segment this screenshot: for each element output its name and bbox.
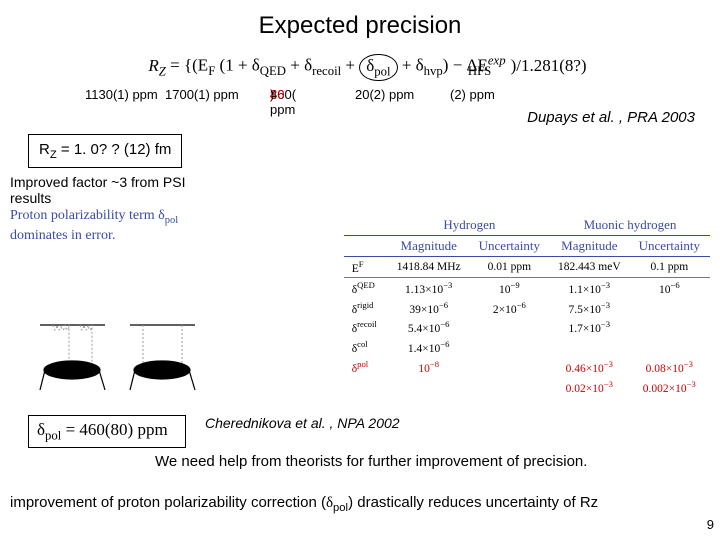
- bt2-sub: pol: [333, 502, 348, 514]
- eq-t3: + δ: [286, 56, 312, 75]
- bottom-text-1: We need help from theorists for further …: [155, 453, 690, 470]
- citation-cherednikova: Cherednikova et al. , NPA 2002: [205, 415, 425, 431]
- eq-t4: +: [341, 56, 359, 75]
- eq-s2: QED: [260, 64, 286, 78]
- main-equation: RZ = {(EF (1 + δQED + δrecoil + δpol + δ…: [15, 53, 720, 81]
- citation-dupays: Dupays et al. , PRA 2003: [0, 109, 695, 126]
- bt2-sym: δ: [326, 495, 333, 511]
- rz-sym: R: [39, 141, 50, 158]
- eq-t2: (1 + δ: [215, 56, 260, 75]
- annot-2: 1700(1) ppm: [165, 87, 239, 102]
- bt2b: ) drastically reduces uncertainty of Rz: [348, 494, 598, 511]
- delta-pol-box: δpol = 460(80) ppm: [28, 415, 186, 448]
- oval-highlight: δpol: [359, 54, 397, 81]
- rz-rest: = 1. 0? ? (12) fm: [57, 141, 172, 158]
- annot-4: 20(2) ppm: [355, 87, 414, 102]
- eq-s5: hvp: [424, 64, 443, 78]
- eq-t5: + δ: [398, 56, 424, 75]
- eq-sub6: HFS: [468, 64, 491, 79]
- annot-3b: ) ppm: [270, 87, 295, 117]
- blue1-sub: pol: [165, 215, 178, 226]
- rz-sub: Z: [50, 149, 57, 161]
- page-title: Expected precision: [0, 0, 720, 48]
- bt2a: improvement of proton polarizability cor…: [10, 494, 326, 511]
- eq-t7: )/1.281(8?): [511, 56, 587, 75]
- feynman-diagrams: [35, 310, 205, 410]
- annotation-row: 1130(1) ppm 1700(1) ppm 460(80) ppm 20(2…: [85, 87, 720, 107]
- eq-t1: = {(E: [166, 56, 208, 75]
- rz-result-box: RZ = 1. 0? ? (12) fm: [28, 134, 182, 168]
- improved-factor-text: Improved factor ~3 from PSI results: [10, 174, 220, 206]
- eq-lhs-sub: Z: [159, 64, 166, 78]
- delta-sub: pol: [45, 428, 61, 442]
- annot-5: (2) ppm: [450, 87, 495, 102]
- delta-sym: δ: [37, 420, 45, 439]
- eq-s3: recoil: [312, 64, 341, 78]
- page-number: 9: [707, 517, 714, 532]
- delta-rest: = 460(80) ppm: [61, 420, 167, 439]
- bottom-text-2: improvement of proton polarizability cor…: [10, 494, 690, 514]
- annot-1: 1130(1) ppm: [85, 87, 158, 102]
- blue1-text: Proton polarizability term δ: [10, 208, 165, 223]
- oval-sub: pol: [374, 64, 390, 78]
- eq-lhs: R: [148, 56, 158, 75]
- precision-table: HydrogenMuonic hydrogenMagnitudeUncertai…: [344, 215, 710, 397]
